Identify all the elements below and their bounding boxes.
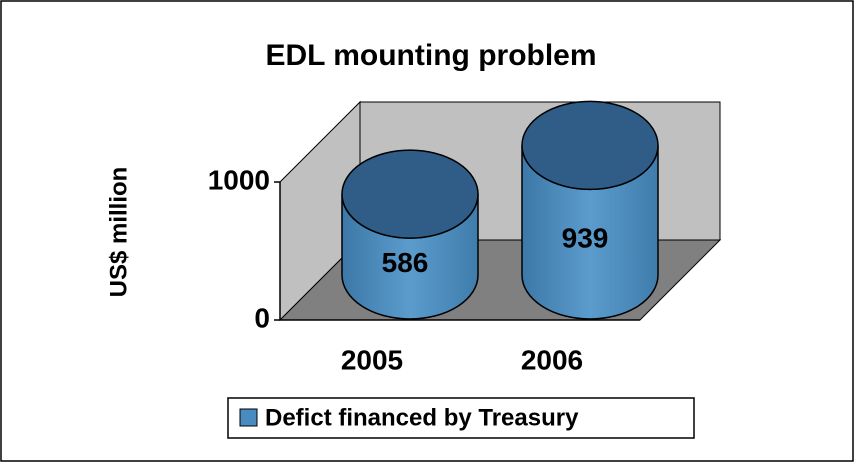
cylinder-top bbox=[521, 100, 659, 191]
legend-box bbox=[227, 397, 695, 439]
cylinder-top bbox=[341, 149, 479, 239]
y-tick-label: 1000 bbox=[208, 164, 270, 195]
legend-label: Defict financed by Treasury bbox=[265, 404, 579, 431]
value-label: 939 bbox=[562, 223, 609, 254]
x-tick-label: 2006 bbox=[521, 344, 583, 375]
legend-swatch bbox=[239, 408, 258, 427]
chart-title: EDL mounting problem bbox=[265, 39, 596, 72]
value-label: 586 bbox=[382, 247, 429, 278]
y-tick-label: 0 bbox=[254, 302, 270, 333]
y-axis-label: US$ million bbox=[105, 167, 132, 298]
x-tick-label: 2005 bbox=[341, 344, 403, 375]
